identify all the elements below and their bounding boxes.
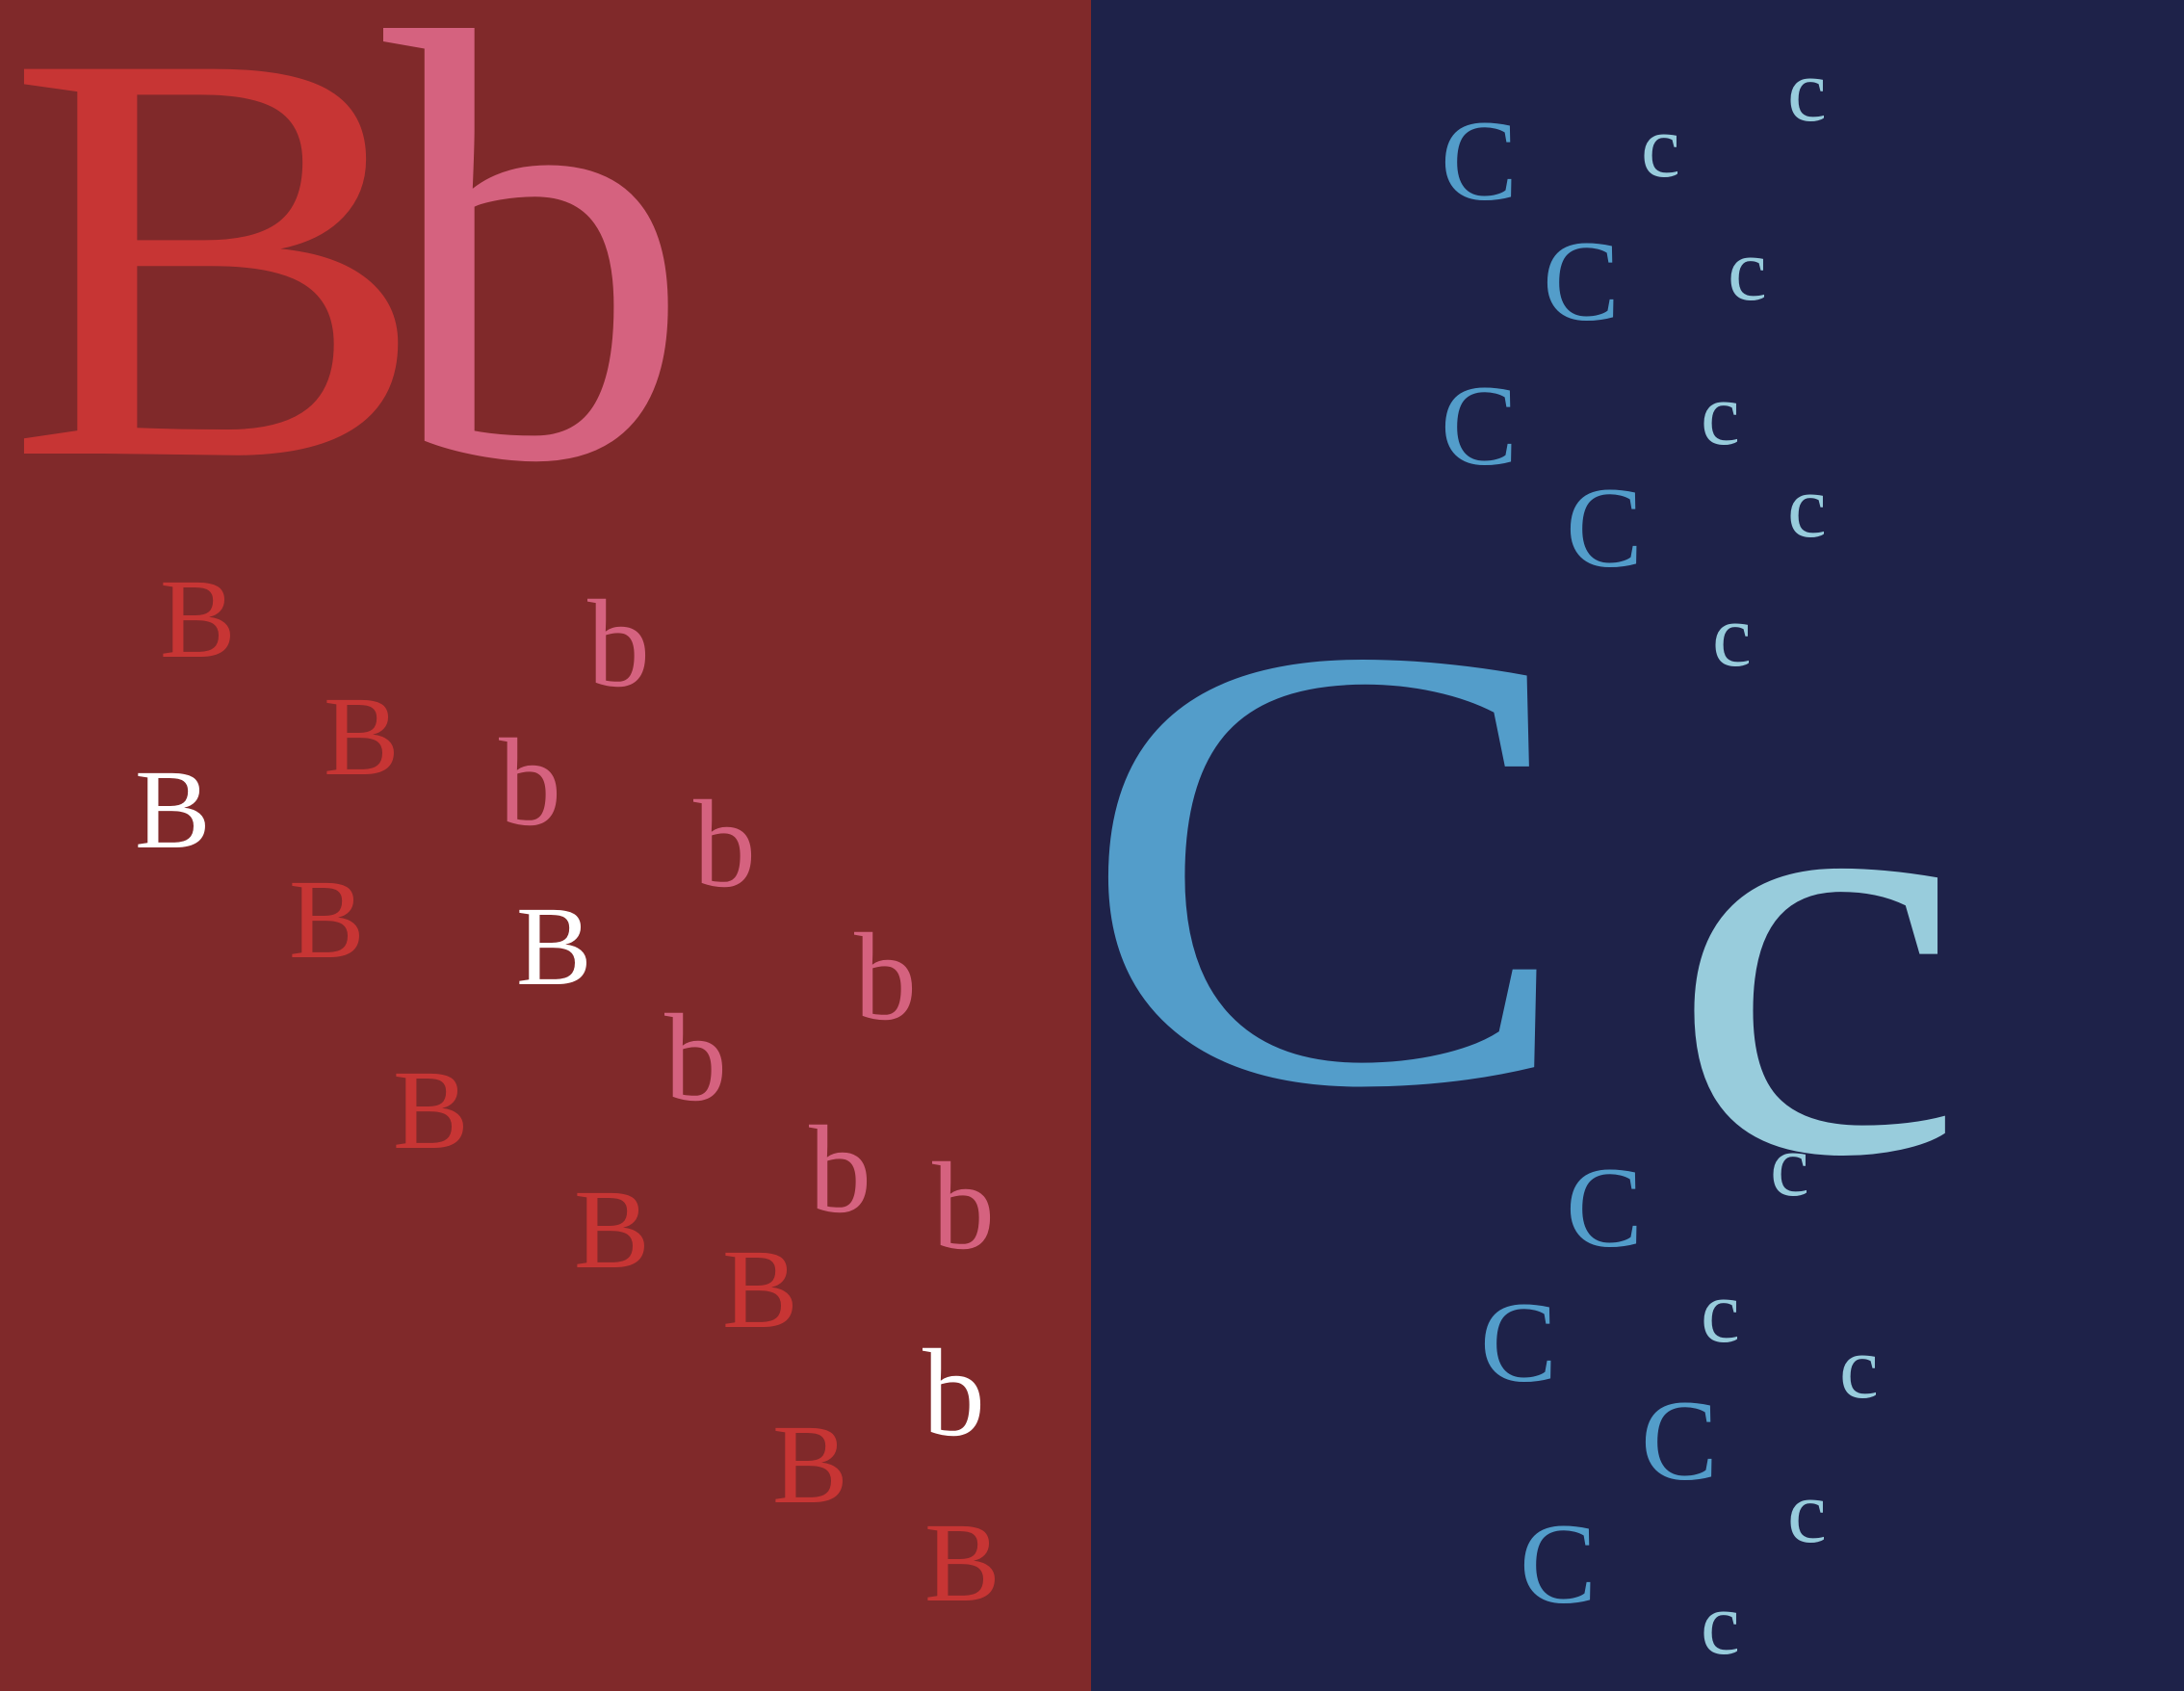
small-lowercase-c-letter: c (1712, 586, 1752, 685)
small-lowercase-c-letter: c (1728, 221, 1767, 319)
small-uppercase-b-letter: B (924, 1499, 1001, 1626)
small-lowercase-c-letter: c (1839, 1318, 1879, 1417)
big-lowercase-c: c (1669, 619, 1966, 1280)
small-uppercase-b-letter: B (160, 556, 236, 682)
small-uppercase-c-letter: C (1543, 217, 1621, 345)
small-uppercase-b-letter: B (289, 856, 365, 982)
small-lowercase-c-letter: c (1641, 97, 1680, 195)
big-uppercase-c: C (1091, 514, 1578, 1218)
small-uppercase-b-letter: B (516, 883, 592, 1009)
small-uppercase-b-letter: B (574, 1166, 650, 1292)
small-lowercase-b-letter: b (923, 1324, 985, 1463)
small-lowercase-c-letter: c (1770, 1116, 1809, 1214)
small-lowercase-b-letter: b (932, 1137, 995, 1276)
small-lowercase-c-letter: c (1701, 1574, 1740, 1673)
small-lowercase-b-letter: b (587, 575, 650, 714)
small-uppercase-b-letter: B (135, 746, 211, 872)
small-uppercase-c-letter: C (1441, 96, 1519, 224)
small-lowercase-b-letter: b (664, 989, 727, 1128)
small-uppercase-b-letter: B (324, 673, 400, 799)
small-uppercase-c-letter: C (1566, 1143, 1644, 1271)
small-lowercase-b-letter: b (854, 908, 917, 1047)
small-lowercase-b-letter: b (693, 775, 756, 914)
small-lowercase-c-letter: c (1787, 457, 1827, 556)
small-uppercase-c-letter: C (1520, 1499, 1598, 1627)
small-uppercase-b-letter: B (772, 1401, 848, 1527)
small-lowercase-b-letter: b (499, 714, 561, 852)
small-lowercase-c-letter: c (1787, 1463, 1827, 1561)
small-uppercase-b-letter: B (393, 1047, 469, 1173)
small-uppercase-b-letter: B (722, 1226, 798, 1352)
small-lowercase-c-letter: c (1701, 1262, 1740, 1361)
big-uppercase-b: B (6, 0, 429, 581)
small-lowercase-c-letter: c (1701, 365, 1740, 463)
small-lowercase-b-letter: b (809, 1101, 871, 1239)
small-uppercase-c-letter: C (1641, 1376, 1719, 1504)
small-uppercase-c-letter: C (1566, 463, 1644, 591)
small-uppercase-c-letter: C (1480, 1278, 1558, 1406)
small-uppercase-c-letter: C (1441, 361, 1519, 489)
small-lowercase-c-letter: c (1787, 41, 1827, 140)
big-lowercase-b: b (383, 0, 691, 589)
